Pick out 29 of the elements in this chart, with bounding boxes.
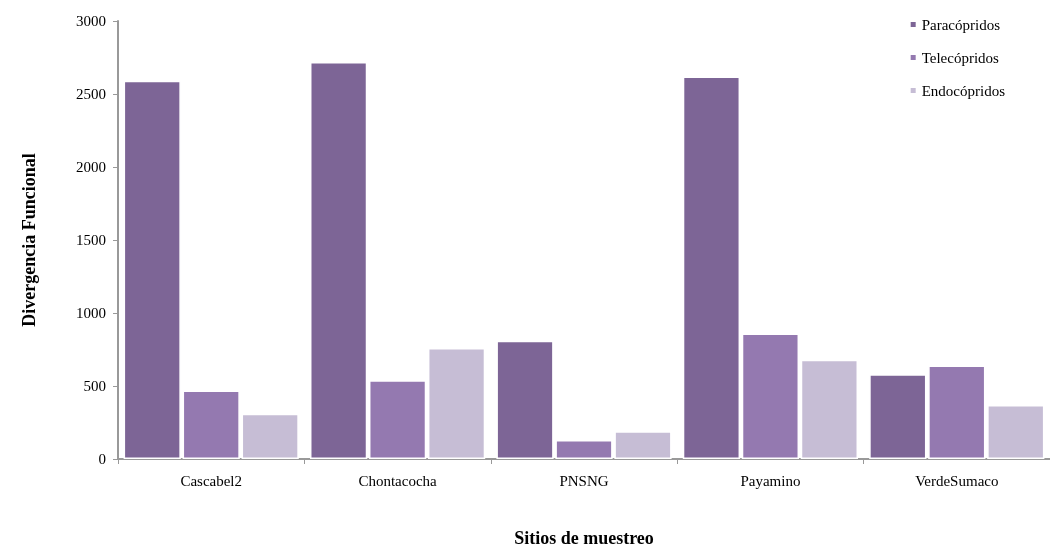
bar: [987, 404, 1045, 459]
bar: [800, 359, 859, 459]
legend-label: Paracópridos: [921, 16, 1001, 33]
y-tick-label: 3000: [76, 13, 106, 29]
bar: [241, 413, 299, 459]
x-tick-label: Chontacocha: [358, 472, 438, 489]
bar: [368, 380, 427, 459]
y-tick-label: 2500: [76, 86, 106, 102]
x-tick-label: PNSNG: [559, 472, 609, 489]
x-tick-label: Cascabel2: [180, 472, 243, 489]
bar: [682, 76, 741, 459]
y-axis-title: Divergencia Funcional: [19, 153, 39, 327]
bar: [928, 365, 986, 459]
y-tick-label: 1000: [76, 305, 106, 321]
bar: [309, 61, 368, 459]
legend-label: Telecópridos: [921, 49, 1000, 66]
x-tick-label: Payamino: [740, 472, 801, 489]
y-tick-label: 500: [83, 378, 106, 394]
y-tick-label: 0: [98, 451, 106, 467]
bar: [741, 333, 800, 459]
y-tick-label: 1500: [76, 232, 106, 248]
bar: [427, 348, 486, 459]
bar: [123, 80, 181, 459]
x-axis-title: Sitios de muestreo: [514, 528, 654, 548]
legend-label: Endocópridos: [921, 82, 1006, 99]
bar: [869, 374, 927, 459]
x-tick-label: VerdeSumaco: [915, 472, 999, 489]
y-tick-label: 2000: [76, 159, 106, 175]
bar: [182, 390, 240, 459]
